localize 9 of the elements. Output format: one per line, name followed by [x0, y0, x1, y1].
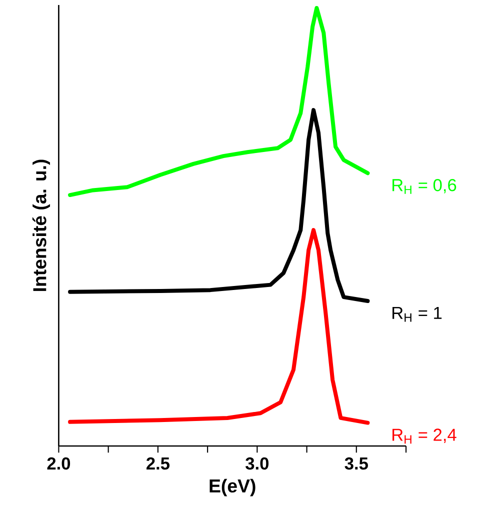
x-tick-label: 2.0 — [47, 457, 70, 470]
series-label: R$_{H}$ = 0,6 — [392, 178, 456, 194]
x-axis-title: E(eV) — [210, 478, 256, 496]
x-tick-label: 3.0 — [246, 457, 269, 470]
series-label: R$_{H}$ = 2,4 — [392, 428, 456, 444]
series-label: R$_{H}$ = 1 — [392, 306, 442, 322]
x-tick-label: 2.5 — [146, 457, 170, 470]
x-tick-label: 3.5 — [344, 457, 368, 470]
y-axis-title: Intensité (a. u.) — [32, 160, 50, 291]
